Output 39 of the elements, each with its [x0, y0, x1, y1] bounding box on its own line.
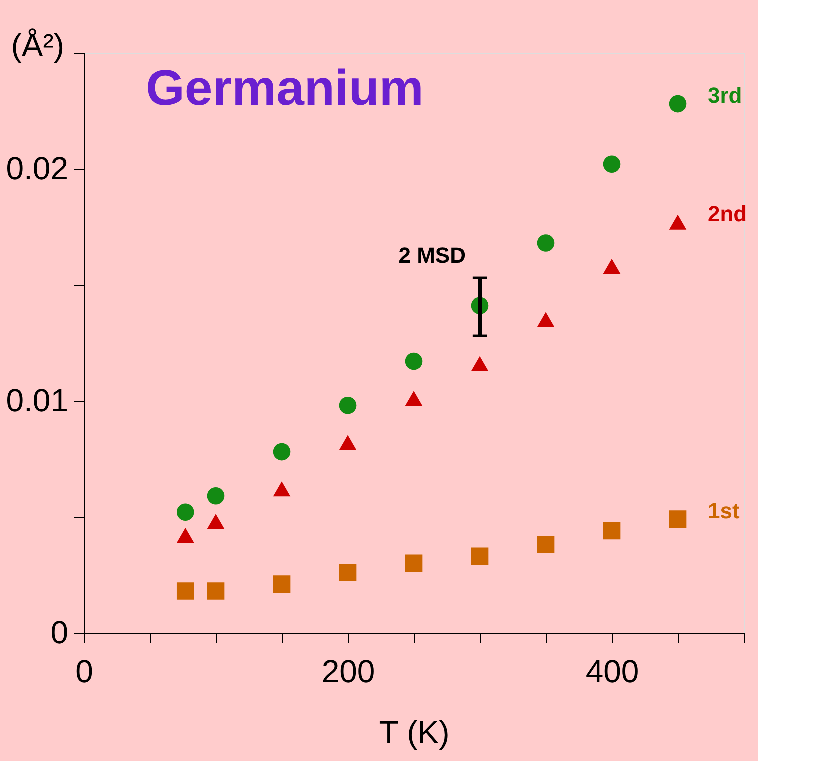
point — [471, 356, 489, 372]
point — [537, 234, 555, 252]
annotation: 2 MSD — [398, 243, 466, 268]
point — [603, 258, 621, 274]
point — [405, 391, 423, 406]
x-axis-title: T (K) — [379, 714, 450, 750]
x-tick-label: 400 — [586, 654, 640, 690]
point — [273, 576, 291, 593]
point — [603, 522, 621, 540]
point — [405, 352, 423, 370]
point — [405, 554, 423, 572]
point — [669, 95, 687, 113]
x-tick-label: 200 — [322, 654, 376, 690]
chart-title: Germanium — [146, 60, 424, 116]
point — [273, 482, 291, 497]
series-label: 3rd — [708, 83, 742, 108]
point — [207, 487, 225, 505]
point — [339, 396, 357, 414]
point — [669, 510, 687, 528]
y-tick-label: 0.01 — [6, 382, 68, 418]
point — [176, 582, 194, 600]
point — [176, 528, 194, 544]
point — [207, 582, 225, 600]
point — [273, 443, 291, 461]
x-tick-label: 0 — [76, 654, 94, 690]
y-tick-label: 0 — [50, 614, 68, 650]
point — [176, 504, 194, 522]
series-label: 1st — [708, 498, 740, 524]
y-axis-title: (Å²) — [11, 28, 64, 64]
point — [339, 564, 357, 582]
point — [603, 156, 621, 174]
point — [669, 214, 687, 230]
point — [537, 312, 555, 328]
y-tick-label: 0.02 — [6, 150, 68, 186]
point — [537, 536, 555, 554]
point — [471, 548, 489, 566]
point — [339, 435, 357, 450]
point — [207, 514, 225, 530]
series-label: 2nd — [708, 201, 748, 226]
